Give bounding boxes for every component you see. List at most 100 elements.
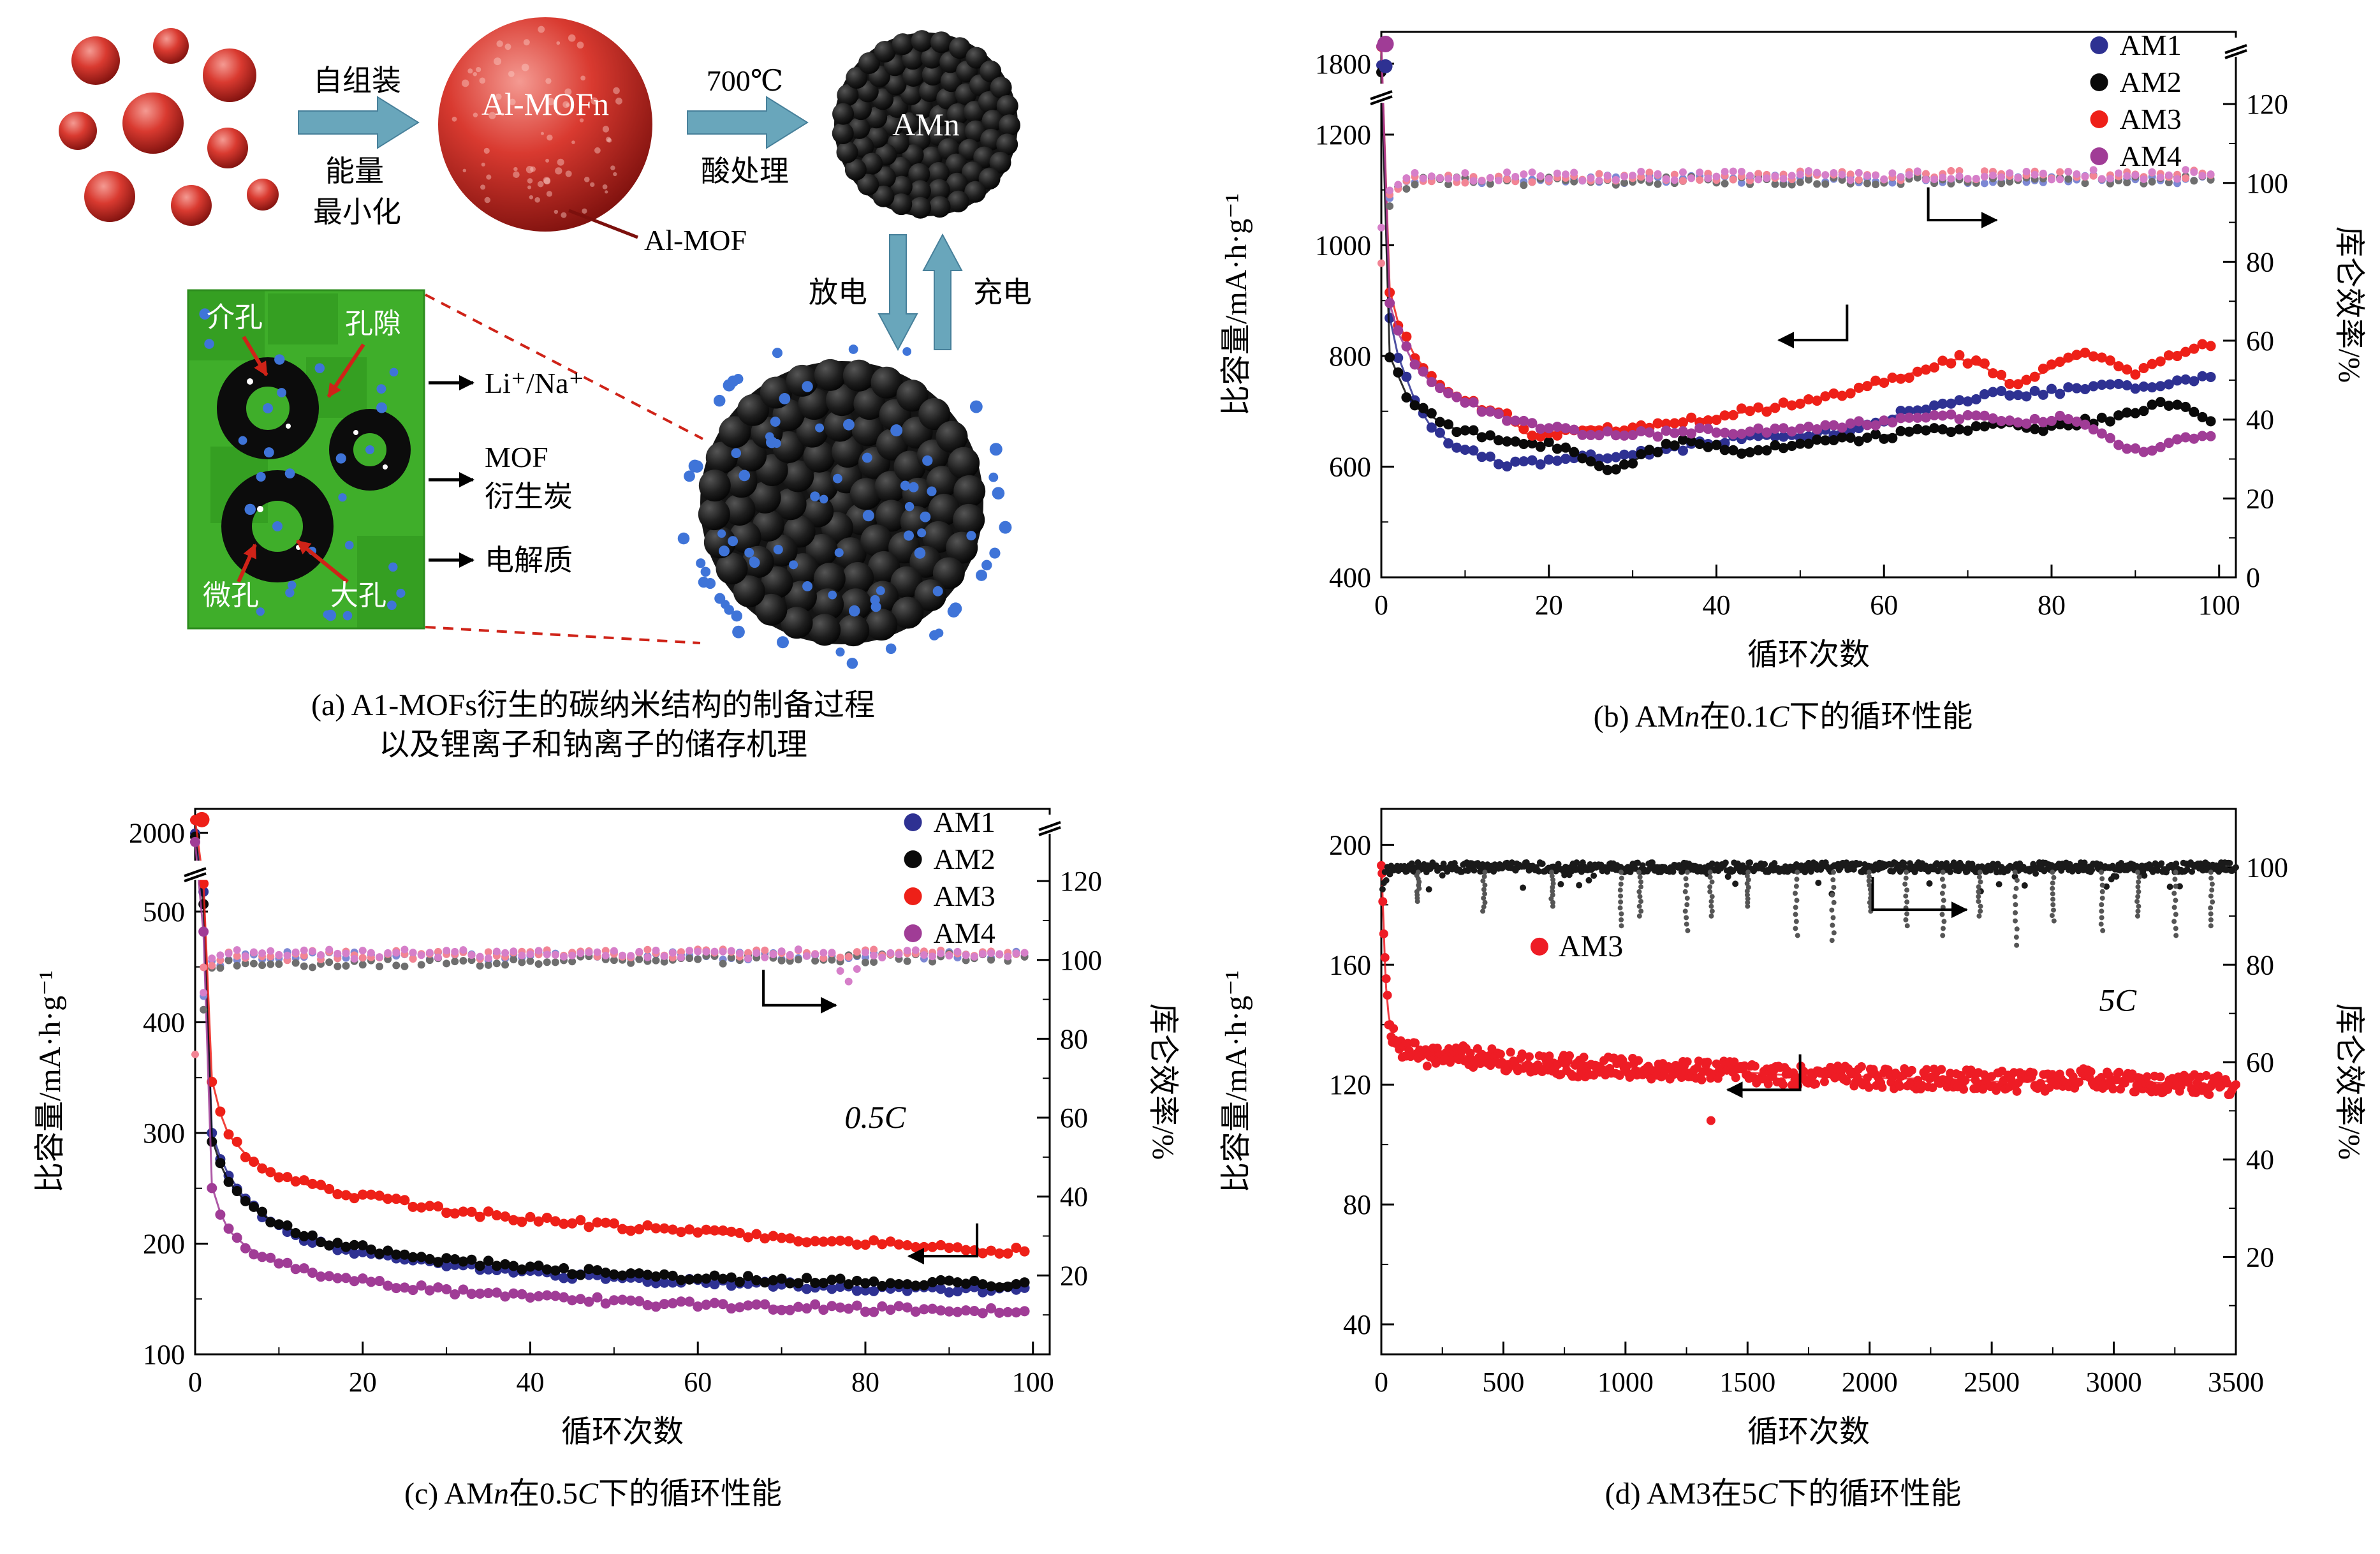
carbon-ring-2 [329, 409, 411, 491]
y-left-tick-label: 120 [1329, 1069, 1371, 1100]
y-left-tick-label: 40 [1343, 1309, 1371, 1340]
y-right-tick-label: 20 [2246, 483, 2274, 514]
y-right-tick-label: 100 [1060, 945, 1102, 976]
series-CE [1379, 859, 2239, 948]
y-left-tick-label: 200 [1329, 829, 1371, 861]
first-cycle-marker [194, 811, 210, 827]
y-left-tick-label: 1000 [1315, 230, 1371, 261]
chart-d-host: 0 500 1000 1500 2000 2500 3000 3500 40 80 120 160 20… [1190, 777, 2376, 1463]
legend-label: AM3 [934, 880, 995, 912]
panel-a: 自组装 能量 最小化 Al-MOFn Al-MOF 700℃ 酸处理 AMn 放… [0, 0, 1186, 777]
label-amn: AMn [892, 107, 960, 142]
legend-label: AM1 [2120, 29, 2182, 61]
y-left-tick-label: 300 [143, 1118, 185, 1149]
first-cycle-marker [1378, 59, 1393, 73]
label-al-mof: Al-MOF [644, 224, 747, 256]
y-axis-right-label: 库仑效率/% [1146, 1003, 1180, 1160]
label-micro-pore: 微孔 [203, 580, 259, 611]
chart-c-svg: 0 20 40 60 80 100 100 200 300 400 500 2000 20 40 60 80 1… [33, 806, 1180, 1449]
label-derived-carbon: 衍生炭 [485, 480, 573, 513]
label-electrolyte: 电解质 [485, 544, 573, 577]
y-left-tick-label: 500 [143, 896, 185, 928]
axis-indicator-arrow [762, 970, 837, 1014]
series-AM4-CE [1377, 166, 2215, 232]
series-AM1 [190, 828, 1030, 1298]
axes: 0 500 1000 1500 2000 2500 3000 3500 40 80 120 160 20… [1329, 808, 2288, 1398]
y-right-tick-label: 80 [1060, 1023, 1088, 1054]
dashed-link-bottom [425, 626, 701, 644]
label-macro-pore: 大孔 [330, 580, 386, 611]
panel-d: 0 500 1000 1500 2000 2500 3000 3500 40 80 120 160 20… [1186, 777, 2380, 1554]
legend: AM1 AM2 AM3 AM4 [2090, 29, 2182, 172]
x-tick-label: 100 [2198, 589, 2240, 621]
axis-indicator-arrow [1726, 1054, 1802, 1099]
legend-dot [2090, 36, 2108, 54]
axis-indicator-arrow [1777, 304, 1849, 349]
label-ion: Li⁺/Na⁺ [485, 367, 584, 399]
y-axis-right-label: 库仑效率/% [2332, 226, 2366, 383]
legend-label: AM1 [934, 806, 995, 838]
legend-dot [2090, 110, 2108, 128]
x-axis-label: 循环次数 [1747, 1415, 1870, 1449]
series-AM3 [1376, 41, 2216, 442]
label-minimization: 最小化 [313, 196, 401, 228]
series-AM2 [190, 831, 1030, 1292]
charge-arrow [922, 233, 963, 350]
y-axis-left-label: 比容量/mA·h·g⁻¹ [33, 970, 67, 1193]
x-tick-label: 20 [1535, 589, 1563, 621]
inline-legend-dot [1530, 937, 1548, 956]
carbon-ring-3 [221, 470, 334, 582]
legend-dot [904, 850, 922, 868]
x-axis-label: 循环次数 [1747, 638, 1870, 672]
y-right-tick-label: 80 [2246, 949, 2274, 981]
y-right-tick-label: 40 [1060, 1181, 1088, 1213]
macro-pore-arrow [296, 539, 349, 584]
panel-b-caption: (b) AMn在0.1C下的循环性能 [1593, 700, 1973, 734]
meso-pore-arrow [242, 336, 268, 376]
legend-dot [2090, 73, 2108, 91]
porous-carbon-inset: 介孔 孔隙 微孔 大孔 [187, 289, 425, 630]
legend: AM1 AM2 AM3 AM4 [904, 806, 995, 949]
label-acid-treatment: 酸处理 [701, 155, 789, 188]
y-left-tick-label: 600 [1329, 451, 1371, 482]
inline-legend-label: AM3 [1559, 929, 1623, 963]
pore-gap-arrow [327, 343, 365, 398]
caption-a-line2: 以及锂离子和钠离子的储存机理 [378, 728, 807, 762]
annotation-text: 0.5C [844, 1099, 906, 1135]
label-mof: MOF [485, 441, 548, 473]
y-axis-left-label: 比容量/mA·h·g⁻¹ [1219, 970, 1253, 1193]
y-right-tick-label: 80 [2246, 246, 2274, 278]
y-left-tick-label: 160 [1329, 949, 1371, 981]
y-axis-left-label: 比容量/mA·h·g⁻¹ [1219, 193, 1253, 416]
axes: 0 20 40 60 80 100 100 200 300 400 500 2000 20 40 60 80 1… [129, 808, 1102, 1398]
label-pore-gap: 孔隙 [345, 308, 401, 339]
label-charge: 充电 [973, 276, 1032, 309]
y-left-tick-label: 2000 [129, 817, 185, 848]
discharge-arrow [878, 234, 918, 352]
y-left-tick-label: 400 [143, 1007, 185, 1038]
x-tick-label: 80 [851, 1366, 879, 1398]
y-right-tick-label: 60 [2246, 325, 2274, 357]
y-right-tick-label: 60 [2246, 1047, 2274, 1078]
y-right-tick-label: 120 [2246, 89, 2288, 120]
al-mof-pointer-line [568, 209, 638, 239]
x-axis-label: 循环次数 [561, 1415, 684, 1449]
y-right-tick-label: 20 [2246, 1241, 2274, 1273]
x-tick-label: 0 [188, 1366, 202, 1398]
label-discharge: 放电 [809, 276, 867, 309]
x-tick-label: 80 [2038, 589, 2066, 621]
chart-b-svg: 0 20 40 60 80 100 400 600 800 1000 1200 1800 0 20 40 60… [1219, 29, 2366, 672]
x-tick-label: 0 [1374, 589, 1388, 621]
x-tick-label: 2000 [1842, 1366, 1898, 1398]
x-tick-label: 100 [1012, 1366, 1054, 1398]
x-tick-label: 3500 [2208, 1366, 2264, 1398]
legend-label: AM4 [934, 917, 995, 949]
y-right-tick-label: 100 [2246, 168, 2288, 199]
y-right-tick-label: 40 [2246, 1144, 2274, 1176]
x-tick-label: 40 [516, 1366, 544, 1398]
y-left-tick-label: 400 [1329, 562, 1371, 593]
x-tick-label: 1500 [1719, 1366, 1775, 1398]
y-right-tick-label: 40 [2246, 404, 2274, 436]
y-axis-right-label: 库仑效率/% [2332, 1003, 2366, 1160]
